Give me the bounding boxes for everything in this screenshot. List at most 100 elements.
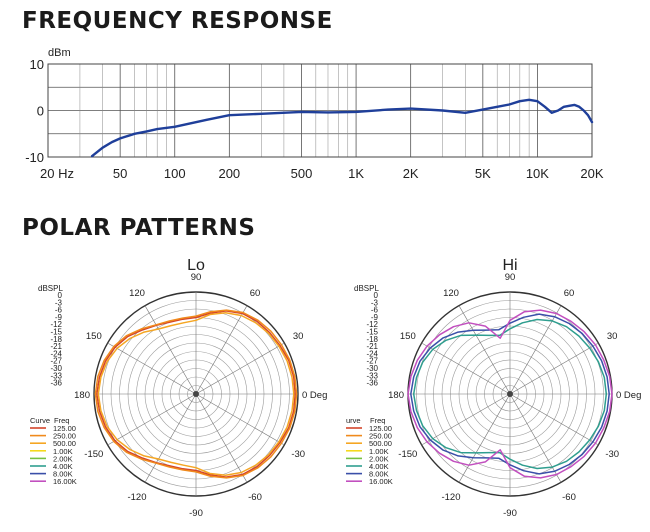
frequency-response-heading: FREQUENCY RESPONSE	[22, 8, 333, 34]
lo-angle-label: 30	[293, 331, 304, 342]
lo-angle-label: 60	[250, 288, 261, 299]
lo-radial-tick: 0	[58, 291, 63, 300]
lo-radial-tick: -24	[50, 349, 62, 358]
lo-angle-label: 150	[86, 331, 102, 342]
lo-radial-tick: -21	[50, 342, 62, 351]
hi-radial-tick: -24	[366, 349, 378, 358]
lo-angle-label: 0 Deg	[302, 390, 327, 401]
hi-angle-label: -150	[398, 449, 417, 460]
hi-radial-tick: -18	[366, 335, 378, 344]
hi-spoke	[458, 305, 511, 395]
hi-angle-label: -90	[503, 508, 517, 519]
hi-angle-label: 120	[443, 288, 459, 299]
hi-spoke	[421, 342, 511, 395]
hi-radial-tick: 0	[374, 291, 379, 300]
fr-y-tick-label: 0	[37, 104, 44, 119]
lo-center-dot	[193, 391, 199, 397]
hi-angle-label: -30	[605, 449, 619, 460]
lo-spoke	[195, 393, 285, 446]
hi-spoke	[509, 393, 562, 483]
polar-patterns-heading: POLAR PATTERNS	[22, 215, 256, 241]
lo-legend-header: Freq	[54, 416, 69, 425]
lo-spoke	[107, 342, 197, 395]
fr-x-tick-label: 100	[164, 166, 186, 181]
hi-angle-label: -120	[441, 492, 460, 503]
hi-angle-label: -60	[562, 492, 576, 503]
lo-polar-plot	[30, 291, 299, 497]
lo-radial-tick: -30	[50, 364, 62, 373]
lo-spoke	[144, 305, 197, 395]
hi-legend-header: urve	[346, 416, 361, 425]
hi-polar-title: Hi	[502, 257, 517, 274]
hi-legend-freq: 250.00	[369, 432, 392, 441]
lo-spoke	[195, 393, 248, 483]
lo-angle-label: -150	[84, 449, 103, 460]
lo-spoke	[107, 393, 197, 446]
hi-radial-tick: -6	[371, 306, 379, 315]
hi-radial-tick: -3	[371, 298, 379, 307]
fr-x-tick-label: 5K	[475, 166, 491, 181]
lo-legend-freq: 2.00K	[53, 454, 73, 463]
hi-angle-label: 150	[400, 331, 416, 342]
hi-curve-16.00K	[407, 309, 613, 479]
hi-radial-tick: -27	[366, 357, 378, 366]
hi-radial-label: dBSPL	[354, 284, 379, 293]
lo-legend-freq: 1.00K	[53, 447, 73, 456]
hi-spoke	[421, 393, 511, 446]
fr-x-tick-label: 50	[113, 166, 127, 181]
lo-spoke	[144, 393, 197, 483]
lo-angle-label: -30	[291, 449, 305, 460]
lo-legend-freq: 8.00K	[53, 470, 73, 479]
fr-y-tick-label: 10	[30, 57, 44, 72]
hi-spoke	[458, 393, 511, 483]
hi-angle-label: 0 Deg	[616, 390, 641, 401]
lo-legend-freq: 250.00	[53, 432, 76, 441]
hi-radial-tick: -9	[371, 313, 379, 322]
lo-curve-250.00	[94, 309, 298, 479]
hi-legend-freq: 1.00K	[369, 447, 389, 456]
hi-curve-8.00K	[410, 313, 610, 475]
hi-angle-label: 180	[388, 390, 404, 401]
fr-response-line	[90, 98, 594, 158]
fr-x-tick-label: 20K	[580, 166, 603, 181]
hi-angle-label: 90	[505, 272, 516, 283]
lo-legend-freq: 500.00	[53, 439, 76, 448]
hi-legend-freq: 8.00K	[369, 470, 389, 479]
lo-angle-label: 180	[74, 390, 90, 401]
hi-polar-plot	[346, 291, 613, 497]
hi-curve-4.00K	[412, 318, 608, 470]
hi-center-dot	[507, 391, 513, 397]
fr-x-tick-label: 500	[291, 166, 313, 181]
lo-radial-tick: -6	[55, 306, 63, 315]
lo-radial-tick: -3	[55, 298, 63, 307]
lo-polar-title: Lo	[187, 257, 205, 274]
lo-angle-label: -90	[189, 508, 203, 519]
hi-legend-header: Freq	[370, 416, 385, 425]
lo-angle-label: -60	[248, 492, 262, 503]
hi-spoke	[509, 305, 562, 395]
lo-radial-tick: -18	[50, 335, 62, 344]
fr-x-tick-label: 20 Hz	[40, 166, 74, 181]
lo-radial-tick: -15	[50, 328, 62, 337]
lo-angle-label: 90	[191, 272, 202, 283]
hi-legend-freq: 500.00	[369, 439, 392, 448]
hi-legend-freq: 2.00K	[369, 454, 389, 463]
lo-radial-tick: -9	[55, 313, 63, 322]
lo-legend-freq: 16.00K	[53, 477, 77, 486]
lo-radial-tick: -33	[50, 371, 62, 380]
hi-radial-tick: -36	[366, 379, 378, 388]
lo-legend-freq: 4.00K	[53, 462, 73, 471]
hi-spoke	[509, 393, 599, 446]
lo-angle-label: 120	[129, 288, 145, 299]
hi-angle-label: 30	[607, 331, 618, 342]
fr-x-tick-label: 200	[218, 166, 240, 181]
hi-radial-tick: -21	[366, 342, 378, 351]
fr-x-tick-label: 2K	[403, 166, 419, 181]
lo-spoke	[195, 342, 285, 395]
lo-legend-freq: 125.00	[53, 424, 76, 433]
hi-angle-label: 60	[564, 288, 575, 299]
hi-legend-freq: 16.00K	[369, 477, 393, 486]
hi-radial-tick: -33	[366, 371, 378, 380]
hi-radial-tick: -12	[366, 320, 378, 329]
